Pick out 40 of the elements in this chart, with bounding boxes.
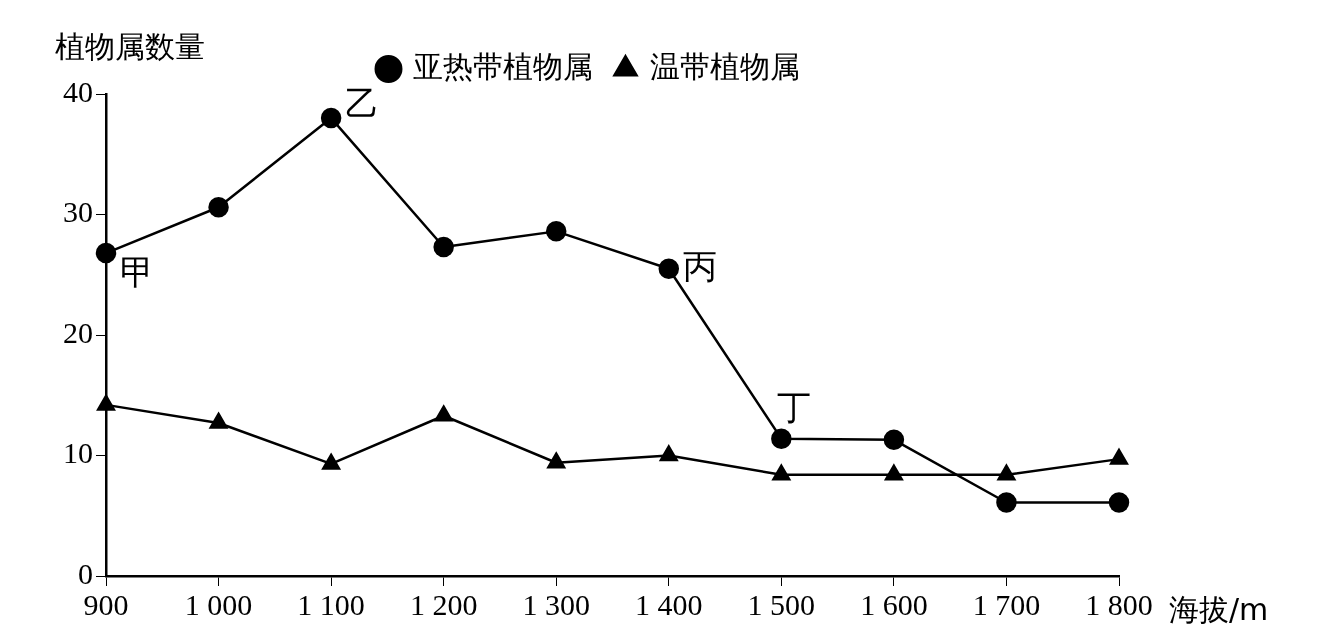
point xyxy=(320,107,342,129)
point xyxy=(95,242,117,264)
point xyxy=(433,236,454,258)
point xyxy=(96,394,116,411)
y-tick-label: 30 xyxy=(63,195,93,229)
x-tick-label: 1 200 xyxy=(409,587,478,621)
annotation: 乙 xyxy=(345,82,380,123)
point xyxy=(772,464,791,481)
x-tick-label: 1 000 xyxy=(184,587,253,621)
x-tick-label: 900 xyxy=(83,587,129,621)
y-axis-title: 植物属数量 xyxy=(55,28,205,64)
legend-label: 温带植物属 xyxy=(649,48,800,84)
legend-label: 亚热带植物属 xyxy=(412,48,593,84)
x-tick-label: 1 800 xyxy=(1085,587,1153,621)
point xyxy=(322,453,341,470)
y-tick-label: 0 xyxy=(78,556,93,590)
point xyxy=(434,405,453,422)
point xyxy=(209,412,228,429)
y-tick-label: 20 xyxy=(63,315,93,349)
point xyxy=(658,258,680,279)
point xyxy=(771,428,792,449)
point xyxy=(997,464,1016,481)
x-tick-label: 1 400 xyxy=(635,587,703,621)
x-tick-label: 1 500 xyxy=(747,587,816,621)
annotation: 甲 xyxy=(120,251,154,292)
annotation: 丁 xyxy=(777,387,812,428)
annotation: 丙 xyxy=(682,245,717,286)
x-tick-label: 1 100 xyxy=(297,587,365,621)
point xyxy=(545,221,567,242)
x-tick-label: 1 300 xyxy=(522,587,590,621)
x-axis-title: 海拔/m xyxy=(1169,591,1269,627)
point xyxy=(547,452,566,469)
point xyxy=(659,445,678,462)
x-tick-label: 1 700 xyxy=(972,587,1041,621)
point xyxy=(1109,448,1129,465)
y-tick-label: 40 xyxy=(63,74,93,108)
y-tick-label: 10 xyxy=(63,436,93,470)
point xyxy=(208,197,229,218)
point xyxy=(884,464,903,481)
x-tick-label: 1 600 xyxy=(860,587,928,621)
